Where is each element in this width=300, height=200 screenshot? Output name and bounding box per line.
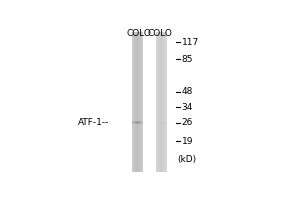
Bar [164,122,165,124]
Bar [139,121,140,124]
Text: 26: 26 [182,118,193,127]
Bar [137,121,138,124]
Bar [133,121,134,124]
Bar [132,121,133,124]
Bar [160,122,161,124]
Bar [161,122,162,124]
Text: 117: 117 [182,38,199,47]
Text: 48: 48 [182,87,193,96]
Text: 19: 19 [182,137,193,146]
Bar [136,121,137,124]
Text: COLO: COLO [126,29,151,38]
Text: COLO: COLO [147,29,172,38]
Bar [157,122,158,124]
Bar [142,121,143,124]
Bar [158,122,159,124]
Text: ATF-1--: ATF-1-- [78,118,110,127]
Text: 85: 85 [182,55,193,64]
Bar [159,122,160,124]
Bar [138,121,139,124]
Bar [163,122,164,124]
Bar [135,121,136,124]
Bar [136,121,137,124]
Bar [162,122,163,124]
Bar [156,122,157,124]
Text: 34: 34 [182,103,193,112]
Bar [141,121,142,124]
Bar [140,121,141,124]
Bar [165,122,166,124]
Bar [160,122,161,124]
Bar [134,121,135,124]
Text: (kD): (kD) [177,155,196,164]
